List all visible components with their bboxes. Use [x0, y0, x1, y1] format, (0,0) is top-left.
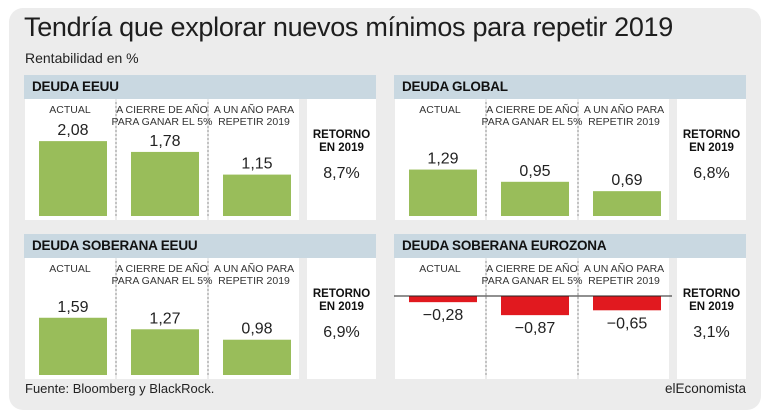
category-column [395, 258, 485, 379]
category-label: A UN AÑO PARA [214, 262, 294, 275]
category-label: A UN AÑO PARA [214, 103, 294, 116]
data-label: 1,27 [149, 310, 180, 327]
return-label-line: RETORNO [312, 129, 371, 141]
category-label: A CIERRE DE AÑO [116, 262, 208, 275]
data-label: 1,15 [241, 156, 272, 173]
return-value: 3,1% [693, 324, 730, 341]
category-label: A UN AÑO PARA [584, 262, 664, 275]
bar [409, 296, 477, 303]
category-label: ACTUAL [419, 104, 461, 116]
bar [501, 181, 569, 216]
panel-header: DEUDA SOBERANA EEUU [24, 234, 376, 258]
panel-title: DEUDA SOBERANA EUROZONA [402, 238, 607, 253]
panel-header: DEUDA SOBERANA EUROZONA [394, 234, 746, 258]
category-label: ACTUAL [49, 104, 91, 116]
source-note: Fuente: Bloomberg y BlackRock. [25, 381, 215, 396]
panel-title: DEUDA SOBERANA EEUU [32, 238, 198, 253]
category-label: PARA GANAR EL 5% [112, 275, 213, 287]
return-label-line: EN 2019 [319, 142, 364, 154]
return-label: RETORNO EN 2019 [307, 129, 376, 155]
panel-header: DEUDA GLOBAL [394, 75, 746, 99]
return-label: RETORNO EN 2019 [307, 288, 376, 314]
return-value: 6,9% [323, 324, 360, 341]
return-label: RETORNO EN 2019 [677, 129, 746, 155]
panel-deuda-soberana-eeuu: DEUDA SOBERANA EEUU ACTUAL 1,59 A CIERRE D… [24, 234, 376, 379]
bar [131, 329, 199, 375]
category-label: PARA GANAR EL 5% [112, 116, 213, 128]
bar [39, 141, 107, 216]
panel-header: DEUDA EEUU [24, 75, 376, 99]
data-label: −0,87 [515, 320, 556, 337]
category-label: A CIERRE DE AÑO [486, 262, 578, 275]
return-label-line: RETORNO [682, 288, 741, 300]
return-label-line: EN 2019 [689, 142, 734, 154]
data-label: −0,28 [423, 307, 464, 324]
return-value: 8,7% [323, 165, 360, 182]
category-label: ACTUAL [49, 263, 91, 275]
bar [223, 339, 291, 375]
bar-chart: ACTUAL 2,08 A CIERRE DE AÑO PARA GANAR EL 5… [24, 99, 302, 220]
category-label: ACTUAL [419, 263, 461, 275]
category-label: A CIERRE DE AÑO [486, 103, 578, 116]
category-label: PARA GANAR EL 5% [482, 275, 583, 287]
data-label: 2,08 [57, 122, 88, 139]
return-box: RETORNO EN 2019 6,8% [677, 99, 746, 220]
bar-chart: ACTUAL 1,29 A CIERRE DE AÑO PARA GANAR EL 5… [394, 99, 672, 220]
return-label-line: EN 2019 [689, 301, 734, 313]
data-label: 0,98 [241, 321, 272, 338]
category-label: REPETIR 2019 [588, 275, 660, 287]
data-label: 0,69 [611, 172, 642, 189]
panel-title: DEUDA EEUU [32, 79, 119, 94]
category-label: A CIERRE DE AÑO [116, 103, 208, 116]
data-label: −0,65 [607, 315, 648, 332]
bar [409, 169, 477, 216]
return-label-line: RETORNO [312, 288, 371, 300]
bar-chart: ACTUAL −0,28 A CIERRE DE AÑO PARA GANAR EL … [394, 258, 672, 379]
bar [501, 296, 569, 316]
panel-deuda-global: DEUDA GLOBAL ACTUAL 1,29 A CIERRE DE AÑO PA… [394, 75, 746, 220]
return-label-line: RETORNO [682, 129, 741, 141]
return-box: RETORNO EN 2019 6,9% [307, 258, 376, 379]
return-box: RETORNO EN 2019 3,1% [677, 258, 746, 379]
publisher-logo: elEconomista [664, 381, 746, 396]
data-label: 1,59 [57, 299, 88, 316]
panel-deuda-eeuu: DEUDA EEUU ACTUAL 2,08 A CIERRE DE AÑO PARA… [24, 75, 376, 220]
category-column [579, 258, 669, 379]
page-title: Tendría que explorar nuevos mínimos para… [24, 12, 673, 42]
data-label: 1,78 [149, 133, 180, 150]
category-label: REPETIR 2019 [218, 275, 290, 287]
return-value: 6,8% [693, 165, 730, 182]
data-label: 1,29 [427, 151, 458, 168]
bar [39, 317, 107, 375]
bar [131, 151, 199, 216]
bar [593, 191, 661, 216]
page-subtitle: Rentabilidad en % [25, 50, 139, 66]
bar [223, 174, 291, 216]
category-label: REPETIR 2019 [588, 116, 660, 128]
panel-deuda-soberana-eurozona: DEUDA SOBERANA EUROZONA ACTUAL −0,28 A CIE… [394, 234, 746, 379]
category-label: PARA GANAR EL 5% [482, 116, 583, 128]
category-label: REPETIR 2019 [218, 116, 290, 128]
data-label: 0,95 [519, 163, 550, 180]
category-label: A UN AÑO PARA [584, 103, 664, 116]
bar [593, 296, 661, 311]
return-label-line: EN 2019 [319, 301, 364, 313]
panel-title: DEUDA GLOBAL [402, 79, 508, 94]
category-column [487, 258, 577, 379]
bar-chart: ACTUAL 1,59 A CIERRE DE AÑO PARA GANAR EL 5… [24, 258, 302, 379]
return-box: RETORNO EN 2019 8,7% [307, 99, 376, 220]
return-label: RETORNO EN 2019 [677, 288, 746, 314]
